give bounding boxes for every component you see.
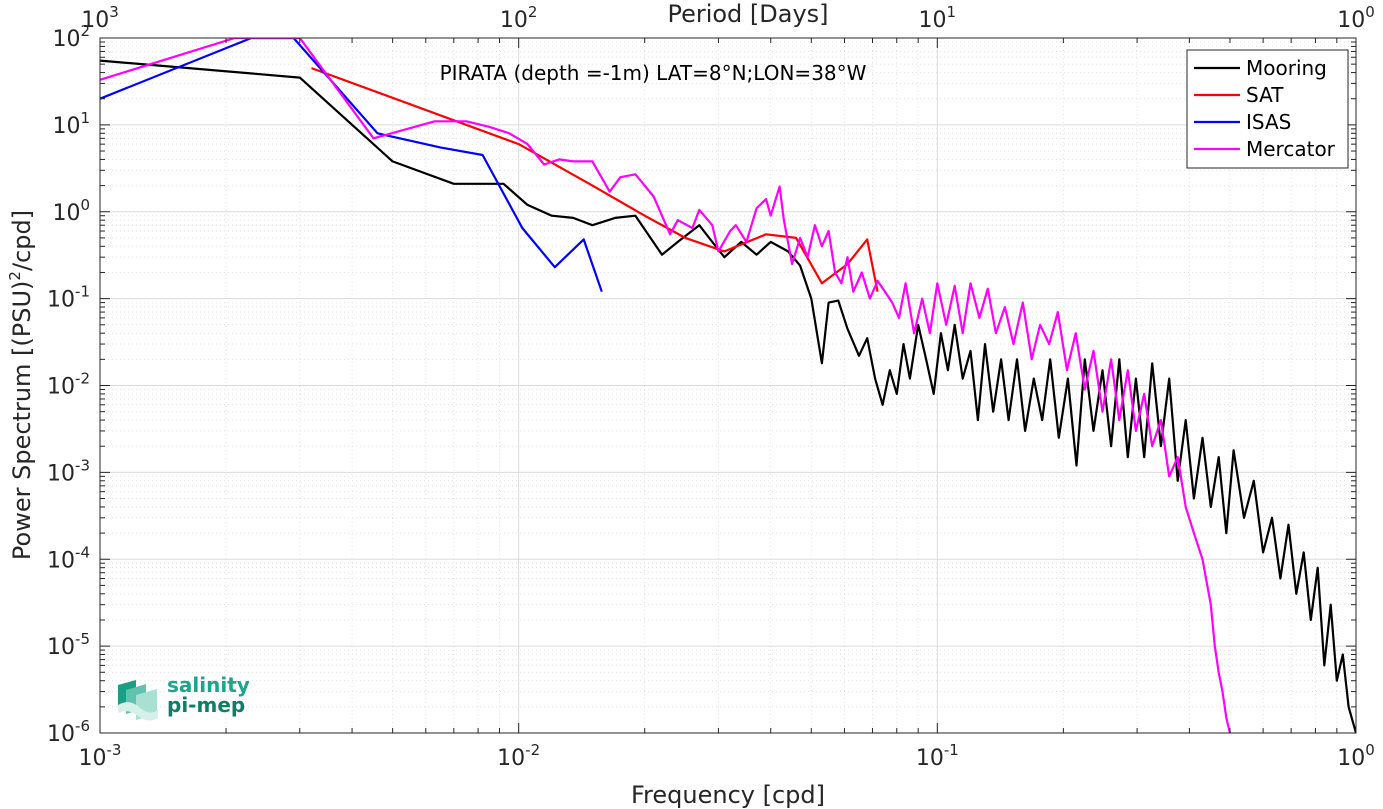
y-tick-label: 10-4 — [47, 543, 90, 573]
x2-tick-exp: 2 — [528, 3, 538, 21]
x-tick-exp: 0 — [1365, 741, 1375, 759]
series-line-isas — [100, 38, 603, 293]
x-tick-label: 10-1 — [916, 741, 959, 771]
y-tick-base: 10 — [47, 375, 75, 400]
x-tick-label: 10-2 — [497, 741, 540, 771]
x2-tick-exp: 0 — [1365, 3, 1375, 21]
y-tick-exp: 1 — [80, 109, 90, 127]
minor-grid — [100, 38, 1356, 733]
salinity-pi-mep-logo: salinity pi-mep — [118, 673, 250, 721]
logo-line2: pi-mep — [167, 693, 245, 717]
x-axis-label: Frequency [cpd] — [631, 781, 825, 809]
y-tick-exp: -3 — [75, 456, 90, 474]
series-layer — [100, 38, 1356, 733]
y-axis-label-tail: /cpd] — [8, 210, 36, 271]
y-tick-label: 10-1 — [47, 283, 90, 313]
y-axis-label: Power Spectrum [(PSU)2/cpd] — [6, 210, 36, 560]
logo-line1: salinity — [167, 673, 250, 697]
y-tick-base: 10 — [47, 722, 75, 747]
y-tick-exp: -4 — [75, 543, 90, 561]
x-tick-label: 10-3 — [79, 741, 122, 771]
x-tick-exp: -1 — [944, 741, 959, 759]
x-tick-base: 10 — [79, 746, 107, 771]
y-tick-exp: -1 — [75, 283, 90, 301]
x-tick-base: 10 — [497, 746, 525, 771]
y-tick-exp: -2 — [75, 370, 90, 388]
y-tick-exp: -5 — [75, 630, 90, 648]
x2-tick-label: 101 — [919, 3, 957, 33]
x2-tick-label: 103 — [81, 3, 119, 33]
y-axis-label-main: Power Spectrum [(PSU) — [8, 281, 36, 560]
legend-label-sat: SAT — [1246, 83, 1284, 107]
y-tick-exp: 0 — [80, 196, 90, 214]
legend-label-isas: ISAS — [1246, 110, 1291, 134]
y-tick-base: 10 — [52, 201, 80, 226]
x2-tick-label: 102 — [500, 3, 538, 33]
y-tick-label: 102 — [52, 22, 90, 52]
legend-label-mercator: Mercator — [1246, 137, 1336, 161]
y-tick-exp: -6 — [75, 717, 90, 735]
series-line-sat — [311, 67, 879, 292]
y-tick-base: 10 — [47, 288, 75, 313]
legend-label-mooring: Mooring — [1246, 56, 1327, 80]
x-tick-exp: -3 — [107, 741, 122, 759]
chart-title: PIRATA (depth =-1m) LAT=8°N;LON=38°W — [440, 61, 867, 85]
y-tick-exp: 2 — [80, 22, 90, 40]
y-tick-base: 10 — [52, 114, 80, 139]
x-tick-label: 100 — [1337, 741, 1375, 771]
x2-tick-exp: 1 — [947, 3, 957, 21]
y-tick-label: 10-3 — [47, 456, 90, 486]
y-tick-label: 101 — [52, 109, 90, 139]
x2-tick-label: 100 — [1337, 3, 1375, 33]
series-line-mercator — [100, 38, 1232, 733]
x-tick-exp: -2 — [525, 741, 540, 759]
x2-tick-base: 10 — [1337, 8, 1365, 33]
legend: Mooring SAT ISAS Mercator — [1186, 49, 1349, 169]
y-tick-base: 10 — [47, 461, 75, 486]
y-tick-base: 10 — [47, 548, 75, 573]
x2-tick-base: 10 — [919, 8, 947, 33]
y-tick-label: 10-5 — [47, 630, 90, 660]
x2-axis-label: Period [Days] — [667, 0, 828, 28]
series-line-mooring — [100, 59, 1356, 733]
y-axis-label-sup: 2 — [6, 271, 24, 281]
x-tick-base: 10 — [916, 746, 944, 771]
y-tick-label: 10-2 — [47, 370, 90, 400]
x-tick-base: 10 — [1337, 746, 1365, 771]
y-tick-label: 10-6 — [47, 717, 90, 747]
x2-tick-base: 10 — [81, 8, 109, 33]
logo-mark-icon — [118, 680, 158, 721]
x2-tick-base: 10 — [500, 8, 528, 33]
y-tick-base: 10 — [52, 27, 80, 52]
x2-tick-exp: 3 — [109, 3, 119, 21]
y-tick-base: 10 — [47, 635, 75, 660]
y-tick-label: 100 — [52, 196, 90, 226]
